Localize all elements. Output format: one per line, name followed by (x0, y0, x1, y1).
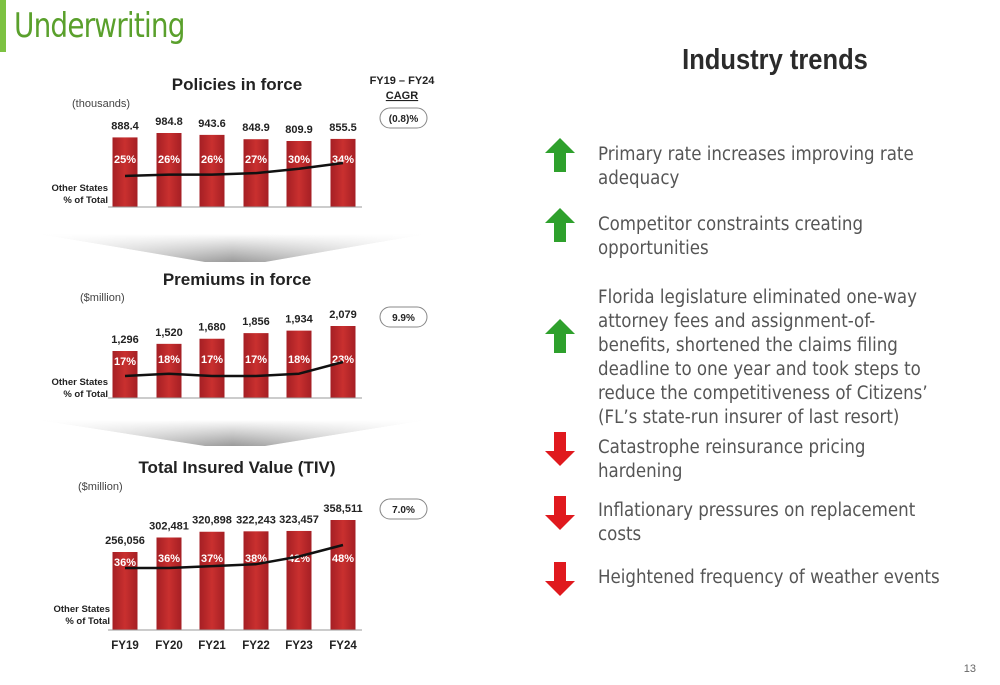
percent-label: 36% (114, 557, 136, 569)
line-label-2: % of Total (63, 389, 108, 400)
percent-label: 18% (158, 354, 180, 366)
trend-text: Florida legislature eliminated one-way a… (598, 287, 928, 428)
bar-value-label: 1,296 (111, 334, 139, 346)
bar (112, 552, 138, 630)
up-arrow-icon (545, 138, 575, 172)
bar (156, 343, 182, 398)
bar-value-label: 943.6 (198, 118, 226, 130)
trend-text: Inflationary pressures on replacement co… (598, 500, 916, 545)
bar (243, 531, 269, 630)
bar (330, 138, 356, 207)
x-axis-label: FY22 (242, 640, 270, 652)
percent-label: 27% (245, 154, 267, 166)
funnel-divider-highlight (40, 420, 425, 446)
bar-value-label: 320,898 (192, 515, 232, 527)
chart-title: Total Insured Value (TIV) (138, 458, 335, 477)
bar-value-label: 848.9 (242, 122, 270, 134)
bar-value-label: 302,481 (149, 521, 189, 533)
percent-label: 18% (288, 354, 310, 366)
other-states-line (124, 161, 344, 178)
cagr-badge (379, 306, 428, 328)
funnel-divider-highlight (40, 234, 425, 262)
line-label-1: Other States (52, 377, 109, 388)
up-arrow-icon (545, 319, 575, 353)
chart-title: Policies in force (172, 75, 302, 94)
trend-text: Competitor constraints creating opportun… (598, 214, 864, 259)
bar-value-label: 1,520 (155, 327, 183, 339)
chart-title: Premiums in force (163, 270, 311, 289)
cagr-header-line2: CAGR (386, 90, 418, 102)
bar (156, 133, 182, 207)
percent-label: 26% (158, 154, 180, 166)
underwriting-charts: FY19 – FY24 CAGR Policies in force (thousan… (40, 75, 436, 652)
down-arrow-icon (545, 562, 575, 596)
unit-label: ($million) (78, 481, 123, 493)
bar (286, 530, 312, 630)
bar (199, 134, 225, 207)
title-accent-bar (0, 0, 6, 52)
trend-text: Heightened frequency of weather events (598, 567, 940, 588)
unit-label: ($million) (80, 292, 125, 304)
bar (156, 537, 182, 630)
bar-value-label: 1,680 (198, 322, 226, 334)
bar-value-label: 855.5 (329, 122, 357, 134)
cagr-badge (379, 498, 428, 520)
percent-label: 48% (332, 553, 354, 565)
bar-value-label: 2,079 (329, 309, 357, 321)
unit-label: (thousands) (72, 98, 130, 110)
chart-1: Premiums in force ($million) 1,296 17% 1,520… (52, 270, 428, 400)
cagr-value: (0.8)% (389, 114, 419, 125)
x-axis-label: FY20 (155, 640, 183, 652)
page-number: 13 (963, 663, 976, 675)
chart-2: Total Insured Value (TIV) ($million) 256,0… (54, 458, 428, 631)
bar-value-label: 323,457 (279, 514, 319, 526)
line-label-2: % of Total (65, 616, 110, 627)
cagr-value: 9.9% (392, 313, 415, 324)
trend-text: Primary rate increases improving rate ad… (598, 144, 914, 189)
page-title: Underwriting (14, 6, 185, 46)
bar-value-label: 1,856 (242, 316, 270, 328)
bar (243, 333, 269, 398)
bar-value-label: 256,056 (105, 535, 145, 547)
trend-text: Catastrophe reinsurance pricing hardenin… (598, 437, 866, 482)
bar (286, 330, 312, 398)
x-axis-label: FY21 (198, 640, 226, 652)
line-label-1: Other States (54, 604, 111, 615)
chart-0: Policies in force (thousands) 888.4 25% 984.… (52, 75, 428, 208)
bar (286, 141, 312, 207)
cagr-value: 7.0% (392, 505, 415, 516)
percent-label: 25% (114, 154, 136, 166)
other-states-line (124, 360, 344, 378)
bar (112, 137, 138, 207)
bar-value-label: 984.8 (155, 116, 183, 128)
bar-value-label: 322,243 (236, 514, 276, 526)
line-label-1: Other States (52, 183, 109, 194)
percent-label: 30% (288, 154, 310, 166)
bar-value-label: 358,511 (323, 503, 362, 515)
x-axis-label: FY23 (285, 640, 313, 652)
down-arrow-icon (545, 496, 575, 530)
percent-label: 37% (201, 553, 223, 565)
percent-label: 17% (245, 354, 267, 366)
bar (199, 531, 225, 630)
percent-label: 26% (201, 154, 223, 166)
section-dividers (40, 234, 425, 446)
cagr-badge (379, 107, 428, 129)
percent-label: 17% (114, 356, 136, 368)
bar (199, 338, 225, 398)
bar-value-label: 888.4 (111, 120, 139, 132)
bar-value-label: 809.9 (285, 124, 313, 136)
line-label-2: % of Total (63, 195, 108, 206)
industry-trends-title: Industry trends (682, 44, 868, 76)
cagr-header-line1: FY19 – FY24 (370, 75, 436, 87)
x-axis-label: FY19 (111, 640, 139, 652)
down-arrow-icon (545, 432, 575, 466)
up-arrow-icon (545, 208, 575, 242)
other-states-line (125, 543, 344, 570)
x-axis-label: FY24 (329, 640, 357, 652)
bar (330, 520, 356, 630)
percent-label: 36% (158, 553, 180, 565)
percent-label: 17% (201, 354, 223, 366)
bar-value-label: 1,934 (285, 314, 313, 326)
